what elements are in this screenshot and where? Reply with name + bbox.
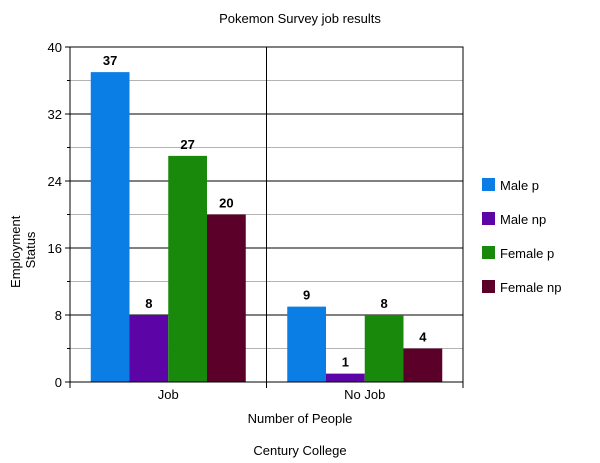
data-labels: 37 8 27 20 9 1 8 4 [103, 53, 427, 370]
legend-swatch [482, 246, 495, 259]
plot-frame [69, 46, 464, 383]
y-tick-label: 32 [48, 107, 62, 122]
x-tick-label: Job [158, 387, 179, 402]
bar-value-label: 8 [381, 296, 388, 311]
bar-value-label: 20 [219, 196, 233, 211]
bar-value-label: 8 [145, 296, 152, 311]
bar [364, 315, 404, 382]
bar [90, 72, 130, 382]
legend-entry-label: Female p [500, 246, 554, 261]
bar [129, 315, 169, 382]
bar [403, 348, 443, 382]
chart-footer: Century College [253, 443, 346, 458]
y-tick-label: 16 [48, 241, 62, 256]
bar-value-label: 9 [303, 288, 310, 303]
chart-title: Pokemon Survey job results [219, 11, 381, 26]
bar-value-label: 1 [342, 355, 349, 370]
bar [207, 214, 246, 382]
y-tick-label: 0 [55, 375, 62, 390]
x-tick-label: No Job [344, 387, 385, 402]
bar-value-label: 27 [180, 137, 194, 152]
bar-value-label: 37 [103, 53, 117, 68]
y-axis-label-line-2: Status [23, 231, 38, 268]
legend-swatch [482, 212, 495, 225]
legend-entry-label: Male np [500, 212, 546, 227]
bars [90, 72, 443, 382]
axes: 0 8 16 24 32 40 Job No Job [48, 40, 464, 402]
legend-entry-label: Male p [500, 178, 539, 193]
y-axis-label-line-1: Employment [8, 215, 23, 288]
bar [287, 306, 326, 382]
y-tick-label: 40 [48, 40, 62, 55]
bar-value-label: 4 [419, 330, 427, 345]
legend-swatch [482, 178, 495, 191]
y-tick-label: 8 [55, 308, 62, 323]
y-axis-label: Employment Status [8, 212, 38, 288]
x-axis-label: Number of People [248, 411, 353, 426]
y-tick-label: 24 [48, 174, 62, 189]
bar [168, 155, 207, 382]
legend-entry-label: Female np [500, 280, 561, 295]
legend: Male p Male np Female p Female np [482, 178, 561, 295]
legend-swatch [482, 280, 495, 293]
bar [326, 373, 365, 382]
